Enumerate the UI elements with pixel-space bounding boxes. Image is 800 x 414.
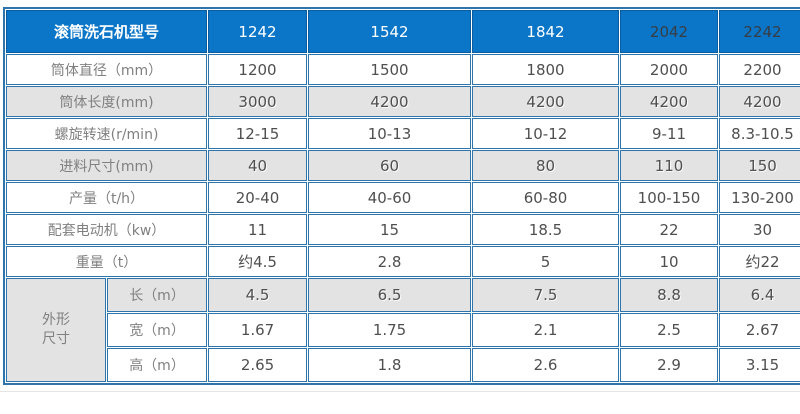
cell-value: 1200 xyxy=(208,54,308,85)
cell-value: 100-150 xyxy=(620,182,719,213)
cell-value: 6.4 xyxy=(719,278,800,312)
cell-value: 2.1 xyxy=(472,313,620,347)
cell-value: 60 xyxy=(308,150,472,181)
cell-value: 4200 xyxy=(719,86,800,117)
table-title-cell: 滚筒洗石机型号 xyxy=(6,10,208,53)
row-label: 筒体直径（mm） xyxy=(6,54,208,85)
cell-value: 40 xyxy=(208,150,308,181)
cell-value: 3.15 xyxy=(719,348,800,382)
spec-table: 滚筒洗石机型号 1242 1542 1842 2042 2242 筒体直径（mm… xyxy=(3,7,800,385)
cell-value: 11 xyxy=(208,214,308,245)
table-row-dimension-height: 高（m） 2.65 1.8 2.6 2.9 3.15 xyxy=(6,348,800,382)
cell-value: 8.3-10.5 xyxy=(719,118,800,149)
dimension-group-label-line2: 尺寸 xyxy=(42,331,70,347)
row-sub-label: 高（m） xyxy=(107,348,208,382)
row-label: 产量（t/h） xyxy=(6,182,208,213)
row-label: 进料尺寸(mm) xyxy=(6,150,208,181)
model-header-1242: 1242 xyxy=(208,10,308,53)
cell-value: 10-12 xyxy=(472,118,620,149)
cell-value: 40-60 xyxy=(308,182,472,213)
cell-value: 20-40 xyxy=(208,182,308,213)
cell-value: 2.6 xyxy=(472,348,620,382)
dimension-group-label-line1: 外形 xyxy=(42,312,70,328)
header-row: 滚筒洗石机型号 1242 1542 1842 2042 2242 xyxy=(6,10,800,53)
cell-value: 4200 xyxy=(472,86,620,117)
cell-value: 2.8 xyxy=(308,246,472,277)
cell-value: 7.5 xyxy=(472,278,620,312)
cell-value: 2.9 xyxy=(620,348,719,382)
cell-value: 2.67 xyxy=(719,313,800,347)
cell-value: 2000 xyxy=(620,54,719,85)
cell-value: 5 xyxy=(472,246,620,277)
row-sub-label: 长（m） xyxy=(107,278,208,312)
table-row-drum-length: 筒体长度(mm) 3000 4200 4200 4200 4200 xyxy=(6,86,800,117)
cell-value: 4200 xyxy=(308,86,472,117)
cell-value: 3000 xyxy=(208,86,308,117)
cell-value: 1.67 xyxy=(208,313,308,347)
cell-value: 2.65 xyxy=(208,348,308,382)
table-row-spiral-speed: 螺旋转速(r/min) 12-15 10-13 10-12 9-11 8.3-1… xyxy=(6,118,800,149)
model-header-1542: 1542 xyxy=(308,10,472,53)
cell-value: 1800 xyxy=(472,54,620,85)
cell-value: 60-80 xyxy=(472,182,620,213)
cell-value: 1500 xyxy=(308,54,472,85)
table-row-weight: 重量（t） 约4.5 2.8 5 10 约22 xyxy=(6,246,800,277)
cell-value: 1.75 xyxy=(308,313,472,347)
cell-value: 22 xyxy=(620,214,719,245)
cell-value: 6.5 xyxy=(308,278,472,312)
cell-value: 9-11 xyxy=(620,118,719,149)
table-row-dimension-width: 宽（m） 1.67 1.75 2.1 2.5 2.67 xyxy=(6,313,800,347)
row-label: 螺旋转速(r/min) xyxy=(6,118,208,149)
cell-value: 18.5 xyxy=(472,214,620,245)
cell-value: 130-200 xyxy=(719,182,800,213)
cell-value: 80 xyxy=(472,150,620,181)
cell-value: 1.8 xyxy=(308,348,472,382)
cell-value: 约4.5 xyxy=(208,246,308,277)
cell-value: 约22 xyxy=(719,246,800,277)
row-label: 重量（t） xyxy=(6,246,208,277)
row-label: 配套电动机（kw） xyxy=(6,214,208,245)
cell-value: 12-15 xyxy=(208,118,308,149)
table-row-feed-size: 进料尺寸(mm) 40 60 80 110 150 xyxy=(6,150,800,181)
cell-value: 110 xyxy=(620,150,719,181)
model-header-2042: 2042 xyxy=(620,10,719,53)
dimension-group-label-cell: 外形 尺寸 xyxy=(6,278,106,382)
table-row-dimension-length: 外形 尺寸 长（m） 4.5 6.5 7.5 8.8 6.4 xyxy=(6,278,800,382)
cell-value: 2200 xyxy=(719,54,800,85)
cell-value: 10 xyxy=(620,246,719,277)
table-row-drum-diameter: 筒体直径（mm） 1200 1500 1800 2000 2200 xyxy=(6,54,800,85)
cell-value: 2.5 xyxy=(620,313,719,347)
cell-value: 8.8 xyxy=(620,278,719,312)
table-row-motor: 配套电动机（kw） 11 15 18.5 22 30 xyxy=(6,214,800,245)
row-sub-label: 宽（m） xyxy=(107,313,208,347)
cell-value: 10-13 xyxy=(308,118,472,149)
cell-value: 30 xyxy=(719,214,800,245)
cell-value: 150 xyxy=(719,150,800,181)
cell-value: 4200 xyxy=(620,86,719,117)
page: 滚筒洗石机型号 1242 1542 1842 2042 2242 筒体直径（mm… xyxy=(0,7,800,392)
cell-value: 15 xyxy=(308,214,472,245)
model-header-2242: 2242 xyxy=(719,10,800,53)
model-header-1842: 1842 xyxy=(472,10,620,53)
table-row-capacity: 产量（t/h） 20-40 40-60 60-80 100-150 130-20… xyxy=(6,182,800,213)
cell-value: 4.5 xyxy=(208,278,308,312)
row-label: 筒体长度(mm) xyxy=(6,86,208,117)
